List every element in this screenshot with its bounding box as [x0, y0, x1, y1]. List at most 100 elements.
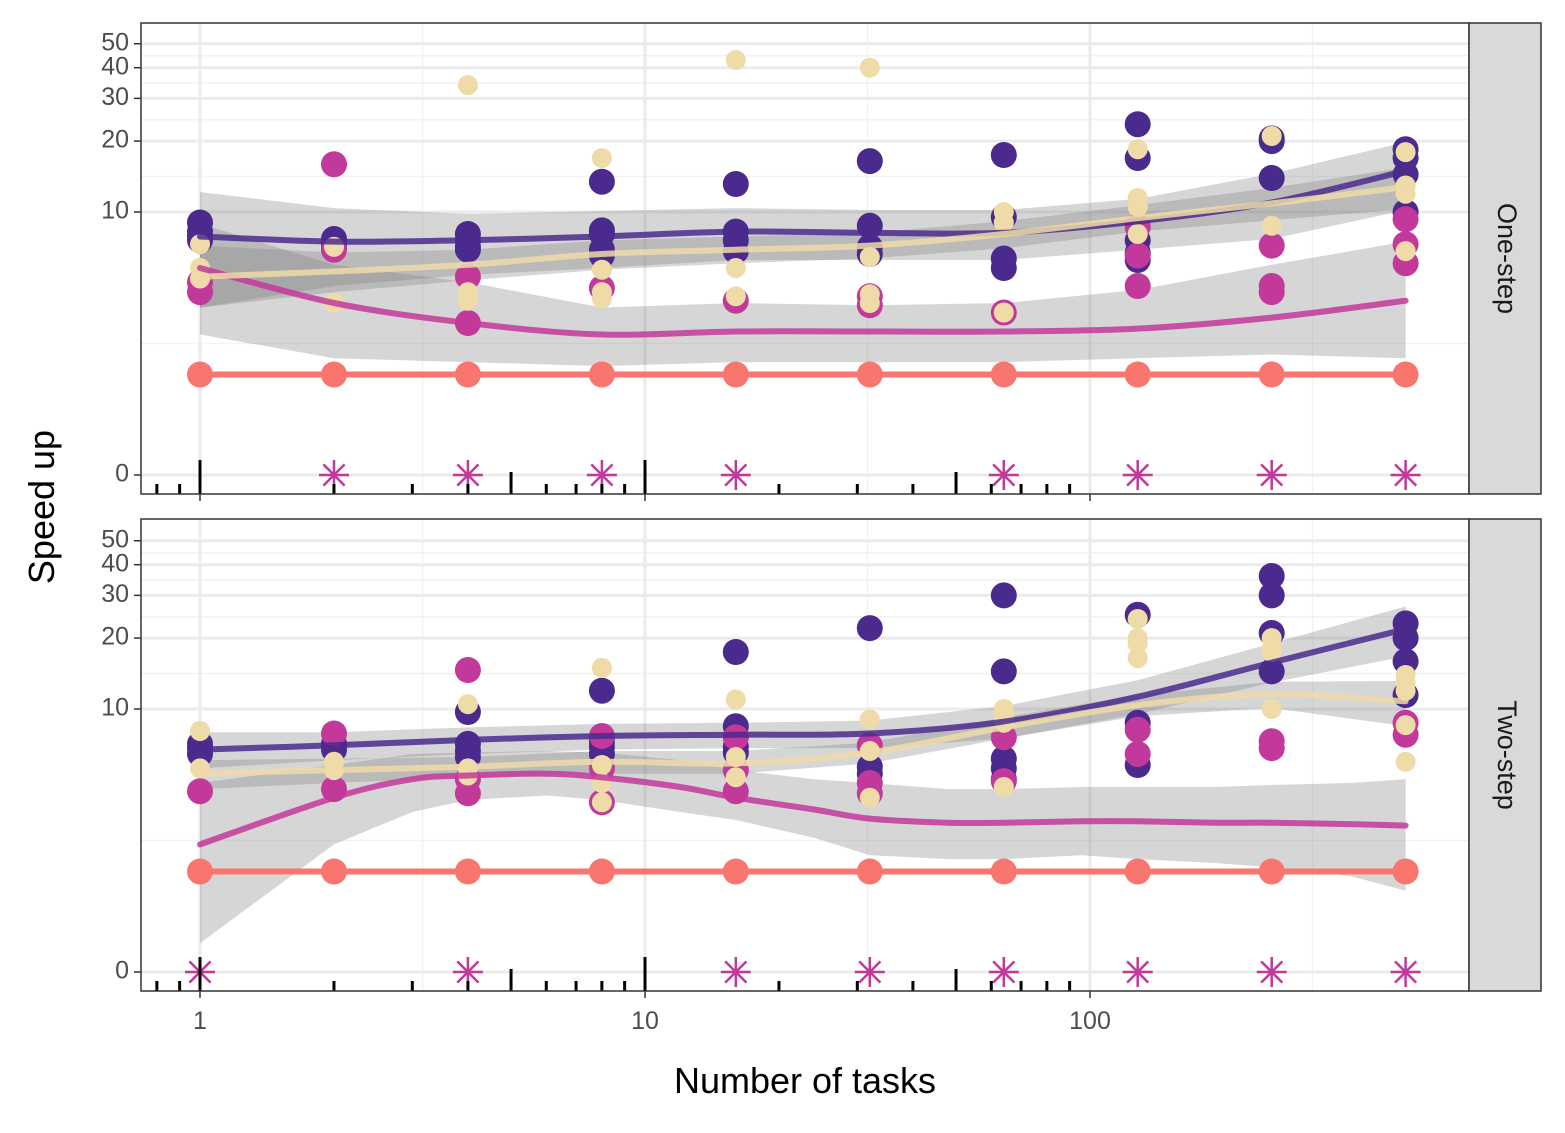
- data-point-beige: [1261, 642, 1282, 662]
- zero-star-marker: [319, 460, 349, 490]
- data-point-beige: [457, 290, 478, 311]
- x-axis-title: Number of tasks: [674, 1060, 936, 1101]
- data-point-magenta: [1124, 741, 1151, 767]
- data-point-beige: [1395, 680, 1416, 701]
- data-point-magenta: [1124, 716, 1151, 743]
- zero-star-marker: [1122, 460, 1153, 490]
- data-point-beige: [993, 212, 1014, 233]
- data-point-dark-purple: [1124, 111, 1151, 138]
- data-point-beige: [1395, 241, 1416, 262]
- zero-star-marker: [1390, 957, 1421, 987]
- data-point-beige: [859, 787, 880, 808]
- data-point-beige: [1127, 609, 1148, 629]
- data-point-beige: [859, 709, 880, 730]
- data-point-beige: [1127, 197, 1148, 218]
- y-tick-label: 0: [115, 957, 129, 985]
- data-point-beige: [1395, 715, 1416, 736]
- data-point-beige: [591, 755, 612, 775]
- smooth-line-beige: [197, 691, 1409, 777]
- data-point-beige: [859, 247, 880, 267]
- data-point-dark-purple: [722, 639, 749, 665]
- data-point-beige: [1261, 215, 1282, 236]
- data-point-magenta: [454, 657, 481, 683]
- data-point-beige: [1395, 751, 1416, 772]
- data-point-beige: [725, 258, 746, 278]
- y-axis-title: Speed up: [21, 430, 62, 584]
- data-point-dark-purple: [722, 171, 749, 197]
- data-point-beige: [725, 50, 746, 70]
- smooth-line-magenta: [197, 770, 1409, 848]
- data-point-dark-purple: [1258, 165, 1285, 191]
- smooth-line-magenta: [197, 265, 1409, 338]
- data-point-beige: [1127, 224, 1148, 244]
- y-tick-label: 0: [115, 460, 129, 488]
- y-tick-label: 10: [101, 197, 129, 225]
- data-point-beige: [591, 148, 612, 168]
- data-point-dark-purple: [990, 582, 1017, 609]
- confidence-band: [200, 751, 1406, 944]
- y-tick-label: 40: [101, 549, 129, 577]
- data-point-dark-purple: [856, 148, 883, 175]
- data-point-magenta: [1392, 206, 1419, 233]
- facet-label: Two-step: [1492, 700, 1522, 810]
- x-tick-label: 100: [1069, 1007, 1111, 1035]
- x-tick-label: 1: [193, 1007, 207, 1035]
- zero-star-marker: [988, 957, 1019, 987]
- zero-star-marker: [720, 460, 751, 490]
- data-point-beige: [859, 57, 880, 78]
- data-point-beige: [1261, 699, 1282, 719]
- confidence-band: [200, 606, 1406, 769]
- data-point-beige: [1127, 633, 1148, 654]
- data-point-magenta: [1124, 242, 1151, 269]
- data-point-beige: [1395, 142, 1416, 163]
- zero-star-marker: [1256, 957, 1287, 987]
- confidence-band: [200, 142, 1406, 308]
- zero-star-marker: [988, 460, 1019, 490]
- data-point-beige: [725, 689, 746, 710]
- data-point-dark-purple: [990, 255, 1017, 281]
- data-point-beige: [591, 657, 612, 678]
- y-tick-label: 50: [101, 525, 129, 553]
- facet-strip: [1468, 22, 1542, 495]
- data-point-beige: [859, 293, 880, 313]
- data-point-magenta: [321, 151, 347, 178]
- zero-star-marker: [1256, 460, 1287, 490]
- zero-star-marker: [1390, 460, 1421, 490]
- data-point-beige: [591, 792, 612, 813]
- data-point-beige: [1261, 126, 1282, 146]
- smooth-line-beige: [197, 184, 1409, 280]
- data-point-magenta: [1258, 279, 1285, 306]
- panel-background: [141, 23, 1469, 494]
- data-point-magenta: [454, 263, 481, 290]
- y-tick-label: 20: [101, 126, 129, 154]
- data-point-magenta: [454, 780, 481, 807]
- data-point-beige: [1127, 648, 1148, 669]
- data-point-dark-purple: [990, 142, 1017, 168]
- data-point-beige: [1127, 139, 1148, 160]
- zero-star-marker: [854, 957, 885, 987]
- data-point-dark-purple: [856, 615, 883, 642]
- zero-star-marker: [586, 460, 617, 490]
- confidence-band: [200, 167, 1406, 308]
- y-tick-label: 30: [101, 83, 129, 111]
- data-point-beige: [457, 75, 478, 96]
- facet-label: One-step: [1492, 203, 1522, 314]
- data-point-beige: [457, 694, 478, 715]
- data-point-magenta: [321, 720, 347, 747]
- data-point-dark-purple: [588, 168, 615, 195]
- y-tick-label: 10: [101, 694, 129, 722]
- data-point-beige: [591, 288, 612, 309]
- y-tick-label: 20: [101, 623, 129, 651]
- smooth-line-dark-purple: [197, 626, 1409, 753]
- data-point-magenta: [1258, 735, 1285, 762]
- zero-star-marker: [720, 957, 751, 987]
- data-point-beige: [993, 777, 1014, 797]
- facet-strip: [1468, 518, 1542, 992]
- data-point-dark-purple: [1258, 563, 1285, 589]
- data-point-beige: [993, 302, 1014, 323]
- y-tick-label: 30: [101, 580, 129, 608]
